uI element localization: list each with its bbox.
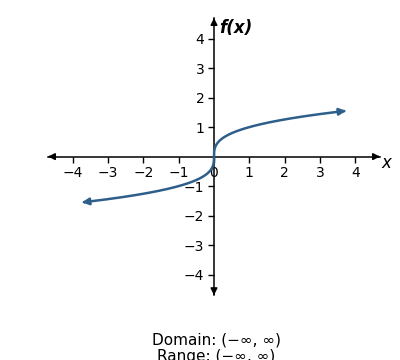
Text: x: x [382,154,392,172]
Text: Domain: (−∞, ∞): Domain: (−∞, ∞) [152,333,280,348]
Text: Range: (−∞, ∞): Range: (−∞, ∞) [157,349,275,360]
Text: f(x): f(x) [219,19,252,37]
